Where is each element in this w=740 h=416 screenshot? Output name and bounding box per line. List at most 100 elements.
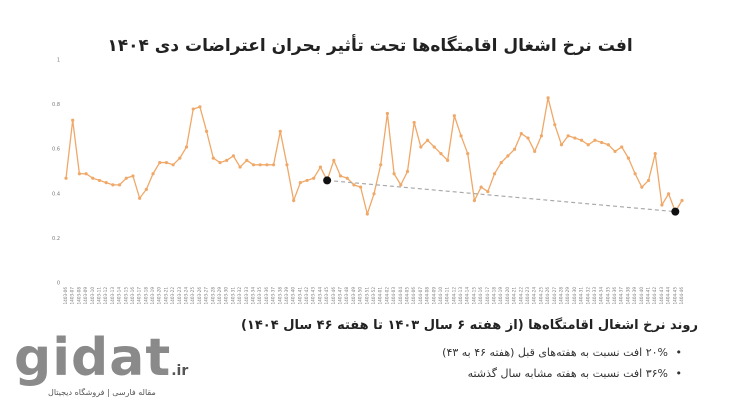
x-tick-label: 1403-07 xyxy=(70,287,75,305)
x-tick-label: 1403-25 xyxy=(190,287,195,305)
point xyxy=(278,129,282,133)
point xyxy=(265,163,269,167)
point xyxy=(111,183,115,187)
y-tick-label: 0.8 xyxy=(52,102,60,108)
x-tick-label: 1404-10 xyxy=(438,287,443,305)
x-tick-label: 1404-13 xyxy=(458,287,463,305)
logo-suffix: .ir xyxy=(171,363,189,379)
x-tick-label: 1404-03 xyxy=(391,287,396,305)
x-tick-label: 1403-16 xyxy=(130,287,135,305)
x-tick-label: 1404-24 xyxy=(532,287,537,305)
point xyxy=(225,158,229,162)
point xyxy=(533,149,537,154)
x-tick-label: 1404-14 xyxy=(465,287,470,305)
point xyxy=(653,152,657,156)
point xyxy=(593,138,597,142)
point xyxy=(271,163,276,167)
point xyxy=(573,136,577,140)
x-tick-label: 1404-25 xyxy=(538,287,543,305)
x-tick-label: 1404-15 xyxy=(471,287,476,305)
x-tick-label: 1403-38 xyxy=(277,287,282,305)
point xyxy=(412,120,416,125)
x-tick-label: 1403-44 xyxy=(317,287,322,305)
point xyxy=(439,152,443,156)
point xyxy=(646,178,651,183)
point xyxy=(466,152,470,156)
x-tick-label: 1404-05 xyxy=(404,287,409,305)
x-tick-label: 1403-45 xyxy=(324,287,329,305)
point xyxy=(553,123,557,127)
x-tick-label: 1404-07 xyxy=(418,287,423,305)
x-tick-label: 1403-50 xyxy=(358,287,363,305)
x-tick-label: 1404-16 xyxy=(478,287,483,305)
x-tick-label: 1403-14 xyxy=(117,287,122,305)
x-tick-label: 1403-36 xyxy=(264,287,269,305)
x-tick-label: 1404-26 xyxy=(545,287,550,305)
x-tick-label: 1403-29 xyxy=(217,287,222,305)
trend-line xyxy=(327,179,676,213)
x-tick-label: 1404-34 xyxy=(599,287,604,305)
x-tick-label: 1403-15 xyxy=(123,287,128,305)
point xyxy=(345,176,349,180)
y-tick-label: 1 xyxy=(57,58,60,64)
x-tick-label: 1403-31 xyxy=(230,287,235,305)
point xyxy=(77,172,81,176)
point xyxy=(385,111,389,116)
x-tick-label: 1403-48 xyxy=(344,287,349,305)
x-tick-label: 1404-02 xyxy=(384,287,389,305)
x-tick-label: 1403-34 xyxy=(250,287,255,305)
x-tick-label: 1403-43 xyxy=(311,287,316,305)
x-tick-label: 1404-35 xyxy=(605,287,610,305)
x-tick-label: 1403-21 xyxy=(163,287,168,305)
x-tick-label: 1403-35 xyxy=(257,287,262,305)
x-tick-label: 1403-30 xyxy=(224,287,229,305)
logo-name: gidat xyxy=(14,328,172,388)
y-tick-label: 0.2 xyxy=(52,236,60,242)
note-bullet: ۳۶% افت نسبت به هفته مشابه سال گذشته xyxy=(468,367,683,380)
point xyxy=(372,192,376,196)
point xyxy=(97,178,102,183)
x-tick-label: 1404-27 xyxy=(552,287,557,305)
x-tick-label: 1404-22 xyxy=(518,287,523,305)
notes-heading: روند نرخ اشغال اقامتگاه‌ها (از هفته ۶ سا… xyxy=(240,318,698,333)
point xyxy=(178,156,182,160)
point xyxy=(526,136,530,140)
x-tick-label: 1404-01 xyxy=(378,287,383,305)
point xyxy=(566,134,570,138)
point xyxy=(184,145,189,149)
point xyxy=(305,178,309,183)
x-tick-label: 1403-46 xyxy=(331,287,336,305)
x-tick-label: 1404-31 xyxy=(579,287,584,305)
x-tick-label: 1404-12 xyxy=(451,287,456,305)
x-tick-label: 1403-18 xyxy=(143,287,148,305)
point xyxy=(245,158,249,162)
point xyxy=(211,156,215,160)
x-tick-label: 1403-47 xyxy=(338,287,343,305)
x-tick-label: 1403-12 xyxy=(103,287,108,305)
x-tick-label: 1403-27 xyxy=(204,287,209,305)
point xyxy=(312,176,316,180)
x-tick-label: 1403-09 xyxy=(83,287,88,305)
point xyxy=(432,145,436,149)
point xyxy=(539,134,543,138)
x-tick-label: 1403-10 xyxy=(90,287,95,305)
highlight-point xyxy=(323,176,332,185)
x-tick-label: 1403-49 xyxy=(351,287,356,305)
x-tick-label: 1404-38 xyxy=(625,287,630,305)
x-tick-label: 1404-09 xyxy=(431,287,436,305)
x-tick-label: 1403-17 xyxy=(137,287,142,305)
x-tick-label: 1404-28 xyxy=(558,287,563,305)
point xyxy=(151,172,155,176)
logo-tagline: مقاله فارسی | فروشگاه دیجیتال xyxy=(48,388,156,397)
point xyxy=(131,174,135,178)
x-tick-label: 1404-45 xyxy=(672,287,677,305)
chart-title: افت نرخ اشغال اقامتگاه‌ها تحت تأثیر بحرا… xyxy=(107,36,633,56)
logo: gidat.ir xyxy=(14,332,188,384)
point xyxy=(472,198,477,203)
point xyxy=(104,181,108,185)
x-tick-label: 1403-08 xyxy=(76,287,81,305)
point xyxy=(124,176,128,180)
x-tick-label: 1404-40 xyxy=(639,287,644,305)
x-tick-label: 1404-23 xyxy=(525,287,530,305)
